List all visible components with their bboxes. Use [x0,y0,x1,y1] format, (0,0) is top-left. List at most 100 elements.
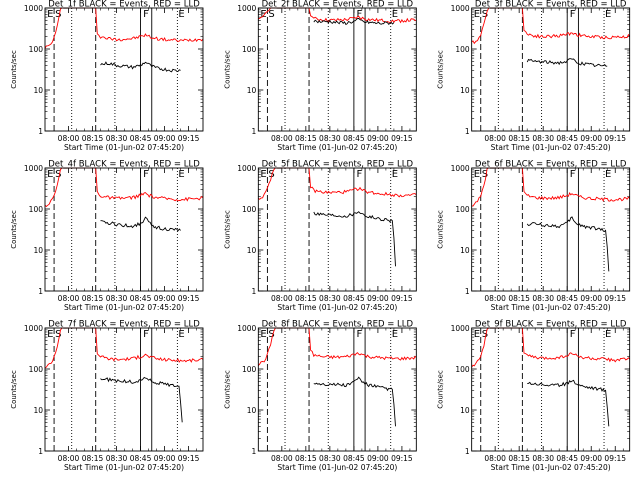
y-tick-label: 10 [247,86,257,95]
y-tick-label: 100 [242,205,257,214]
x-tick-label: 09:00 [367,454,389,463]
y-tick-label: 1 [465,127,470,136]
x-tick-label: 08:30 [532,294,554,303]
y-tick-label: 100 [242,365,257,374]
x-tick-label: 08:00 [484,294,506,303]
y-tick-label: 1 [38,287,43,296]
x-tick-label: 08:15 [508,294,530,303]
x-tick-label: 09:00 [367,134,389,143]
marker-label: F [143,9,149,20]
marker-label: E [392,169,398,180]
x-tick-label: 08:00 [58,134,80,143]
marker-label: E [605,329,611,340]
x-tick-label: 09:15 [391,134,413,143]
x-tick-label: 08:15 [82,134,104,143]
y-tick-label: 1000 [24,4,43,13]
y-tick-label: 10 [460,246,470,255]
y-tick-label: 1000 [237,324,256,333]
x-tick-label: 08:45 [556,294,578,303]
y-tick-label: 10 [247,406,257,415]
chart-title: Det_4f BLACK = Events, RED = LLD [48,160,200,170]
y-tick-label: 100 [455,45,470,54]
y-tick-label: 10 [247,246,257,255]
x-tick-label: 08:45 [130,134,152,143]
x-tick-label: 08:00 [484,454,506,463]
y-axis-label: Counts/sec [223,50,231,89]
y-tick-label: 10 [460,86,470,95]
x-tick-label: 08:45 [556,134,578,143]
x-tick-label: 09:15 [391,294,413,303]
plot-frame [471,327,631,452]
y-tick-label: 100 [29,45,44,54]
marker-label: S [55,329,61,340]
marker-label: S [268,9,274,20]
x-axis-label: Start Time (01-Jun-02 07:45:20) [64,303,184,312]
x-tick-label: 08:15 [82,294,104,303]
chart-panel-5: Det_5f BLACK = Events, RED = LLD Counts/s… [223,160,417,312]
x-tick-label: 08:30 [319,454,341,463]
x-axis-label: Start Time (01-Jun-02 07:45:20) [491,143,611,152]
chart-panel-1: Det_1f BLACK = Events, RED = LLD Counts/s… [10,0,204,152]
y-tick-label: 10 [460,406,470,415]
chart-title: Det_2f BLACK = Events, RED = LLD [262,0,414,10]
x-axis-label: Start Time (01-Jun-02 07:45:20) [64,463,184,472]
marker-label: E [392,329,398,340]
x-tick-label: 08:45 [343,454,365,463]
x-tick-label: 08:45 [556,454,578,463]
x-tick-label: 08:15 [82,454,104,463]
marker-label: E [474,169,480,180]
marker-label: F [356,9,362,20]
plot-frame [471,167,631,292]
y-tick-label: 100 [455,365,470,374]
x-tick-label: 08:45 [343,294,365,303]
chart-title: Det_7f BLACK = Events, RED = LLD [48,320,200,330]
marker-label: E [178,329,184,340]
series-events [313,211,396,267]
y-tick-label: 100 [29,205,44,214]
x-tick-label: 08:00 [484,134,506,143]
marker-label: F [356,329,362,340]
y-tick-label: 10 [33,406,43,415]
marker-label: E [474,329,480,340]
plot-frame [257,167,417,292]
chart-title: Det_8f BLACK = Events, RED = LLD [262,320,414,330]
y-tick-label: 10 [33,86,43,95]
marker-label: F [356,169,362,180]
x-tick-label: 08:15 [508,134,530,143]
x-axis-label: Start Time (01-Jun-02 07:45:20) [491,463,611,472]
marker-label: S [268,329,274,340]
series-events [100,61,181,73]
chart-panel-4: Det_4f BLACK = Events, RED = LLD Counts/s… [10,160,204,312]
chart-title: Det_9f BLACK = Events, RED = LLD [475,320,627,330]
y-tick-label: 1 [252,127,257,136]
x-tick-label: 08:15 [295,134,317,143]
x-tick-label: 09:00 [154,134,176,143]
marker-label: E [605,169,611,180]
x-tick-label: 08:30 [106,294,128,303]
x-tick-label: 09:00 [367,294,389,303]
marker-label: E [605,9,611,20]
series-events [313,376,396,427]
x-tick-label: 09:15 [178,454,200,463]
marker-label: E [260,169,266,180]
y-tick-label: 100 [29,365,44,374]
y-tick-label: 1 [252,447,257,456]
y-tick-label: 1000 [24,164,43,173]
x-tick-label: 09:00 [580,454,602,463]
y-tick-label: 10 [33,246,43,255]
x-tick-label: 08:30 [532,454,554,463]
x-tick-label: 09:15 [391,454,413,463]
marker-label: E [260,329,266,340]
series-events [526,216,610,272]
marker-label: E [178,9,184,20]
x-tick-label: 08:00 [58,454,80,463]
x-tick-label: 08:45 [130,454,152,463]
series-events [100,376,183,423]
x-tick-label: 09:00 [154,454,176,463]
plot-frame [257,7,417,132]
series-events [527,379,610,427]
y-tick-label: 1 [465,447,470,456]
y-axis-label: Counts/sec [10,370,18,409]
chart-title: Det_5f BLACK = Events, RED = LLD [262,160,414,170]
marker-label: F [143,169,149,180]
